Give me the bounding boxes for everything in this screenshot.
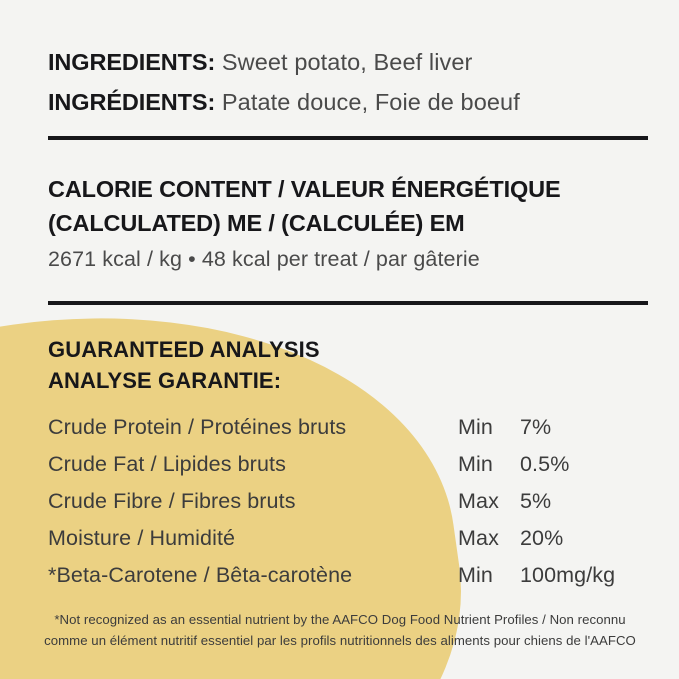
nutrient-name: Crude Fat / Lipides bruts: [48, 452, 286, 476]
ingredients-english-label: INGREDIENTS:: [48, 49, 216, 75]
nutrient-limit: Max: [458, 526, 499, 550]
nutrient-value: 5%: [520, 489, 552, 513]
ingredients-french-line: INGRÉDIENTS: Patate douce, Foie de boeuf: [48, 82, 648, 122]
guaranteed-analysis-table-body: Crude Protein / Protéines bruts Min 7% C…: [48, 409, 660, 594]
nutrient-value: 7%: [520, 415, 552, 439]
table-row: Crude Fat / Lipides bruts Min 0.5%: [48, 446, 660, 483]
calorie-content-heading-line-1: CALORIE CONTENT / VALEUR ÉNERGÉTIQUE: [48, 176, 561, 202]
nutrient-value: 20%: [520, 526, 564, 550]
table-row: Crude Fibre / Fibres bruts Max 5%: [48, 483, 660, 520]
aafco-footnote-line-1: *Not recognized as an essential nutrient…: [54, 612, 626, 627]
aafco-footnote-line-2: comme un élément nutritif essentiel par …: [44, 633, 636, 648]
ingredients-french-label: INGRÉDIENTS:: [48, 89, 216, 115]
calorie-content-section: CALORIE CONTENT / VALEUR ÉNERGÉTIQUE (CA…: [48, 172, 658, 278]
nutrient-limit: Max: [458, 489, 499, 513]
table-row: Moisture / Humidité Max 20%: [48, 520, 660, 557]
guaranteed-analysis-section: GUARANTEED ANALYSIS ANALYSE GARANTIE:: [48, 334, 658, 396]
ingredients-english-line: INGREDIENTS: Sweet potato, Beef liver: [48, 42, 648, 82]
ingredients-english-value: Sweet potato, Beef liver: [221, 49, 473, 75]
ingredients-section: INGREDIENTS: Sweet potato, Beef liver IN…: [48, 42, 648, 122]
nutrient-name: Crude Fibre / Fibres bruts: [48, 489, 296, 513]
divider-above-calorie-content: [48, 136, 648, 140]
nutrient-limit: Min: [458, 452, 493, 476]
nutrient-value: 0.5%: [520, 452, 570, 476]
nutrient-limit: Min: [458, 563, 493, 587]
guaranteed-analysis-heading-line-1: GUARANTEED ANALYSIS: [48, 337, 320, 362]
aafco-footnote: *Not recognized as an essential nutrient…: [34, 609, 646, 651]
divider-above-guaranteed-analysis: [48, 301, 648, 305]
nutrient-name: *Beta-Carotene / Bêta-carotène: [48, 563, 353, 587]
nutrient-limit: Min: [458, 415, 493, 439]
nutrient-name: Crude Protein / Protéines bruts: [48, 415, 347, 439]
ingredients-french-value: Patate douce, Foie de boeuf: [221, 89, 520, 115]
table-row: *Beta-Carotene / Bêta-carotène Min 100mg…: [48, 557, 660, 594]
nutrient-name: Moisture / Humidité: [48, 526, 236, 550]
table-row: Crude Protein / Protéines bruts Min 7%: [48, 409, 660, 446]
nutrient-value: 100mg/kg: [520, 563, 616, 587]
calorie-content-value: 2671 kcal / kg • 48 kcal per treat / par…: [48, 247, 480, 271]
guaranteed-analysis-table: Crude Protein / Protéines bruts Min 7% C…: [48, 409, 660, 594]
guaranteed-analysis-heading-line-2: ANALYSE GARANTIE:: [48, 368, 282, 393]
calorie-content-heading-line-2: (CALCULATED) ME / (CALCULÉE) EM: [48, 210, 465, 236]
